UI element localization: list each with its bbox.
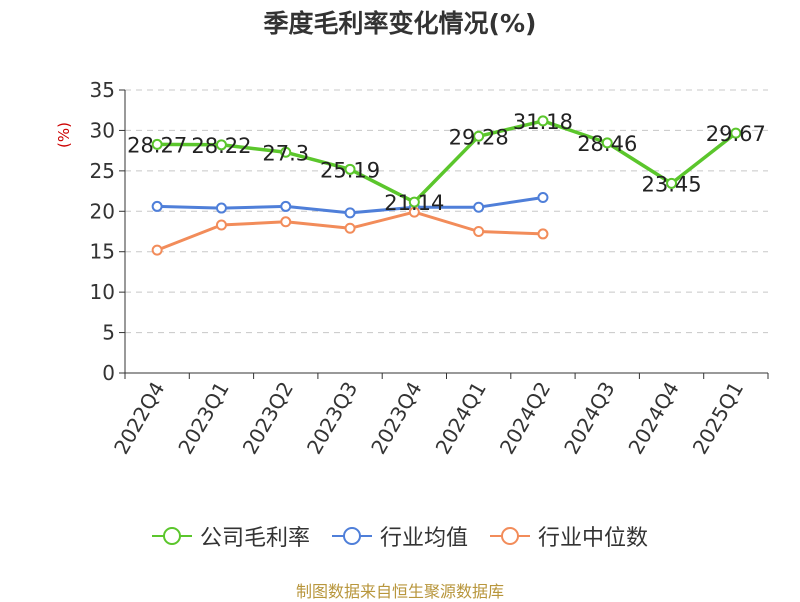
data-label: 28.22 (191, 134, 251, 158)
data-point-0 (730, 127, 742, 139)
data-point-1 (473, 201, 485, 213)
data-point-0 (215, 139, 227, 151)
data-point-2 (408, 206, 420, 218)
series-line-0 (157, 119, 737, 204)
x-tick-label: 2023Q3 (302, 378, 362, 459)
legend-label-industry-median: 行业中位数 (538, 526, 649, 551)
data-point-2 (344, 222, 356, 234)
x-tick-label: 2024Q1 (431, 378, 491, 459)
data-label: 28.27 (127, 133, 187, 157)
data-point-0 (151, 138, 163, 150)
x-tick-label: 2024Q3 (559, 378, 619, 459)
x-tick-label: 2023Q2 (238, 378, 298, 459)
data-label: 27.3 (262, 141, 309, 165)
x-tick-label: 2023Q1 (173, 378, 233, 459)
y-tick-label: 0 (102, 361, 115, 385)
x-tick-label: 2024Q2 (495, 378, 555, 459)
x-tick-label: 2022Q4 (109, 378, 169, 459)
chart-title: 季度毛利率变化情况(%) (263, 9, 537, 38)
legend-label-company: 公司毛利率 (199, 526, 310, 551)
data-point-1 (280, 200, 292, 212)
data-label: 21.14 (384, 191, 444, 215)
legend: 公司毛利率 行业均值 行业中位数 (0, 520, 800, 552)
series-lines (151, 115, 742, 256)
y-tick-label: 20 (90, 199, 115, 223)
data-point-2 (280, 216, 292, 228)
data-point-0 (344, 163, 356, 175)
data-point-1 (151, 200, 163, 212)
data-point-0 (666, 177, 678, 189)
data-label: 28.46 (577, 132, 637, 156)
y-tick-label: 15 (90, 240, 115, 264)
data-point-1 (537, 192, 549, 204)
data-point-1 (344, 207, 356, 219)
y-tick-label: 25 (90, 159, 115, 183)
data-source: 制图数据来自恒生聚源数据库 (295, 582, 504, 601)
y-tick-label: 5 (102, 321, 115, 345)
legend-marker-industry-mean (331, 527, 372, 545)
y-tick-label: 30 (90, 118, 115, 142)
data-label: 31.18 (513, 110, 573, 134)
legend-marker-company (151, 527, 192, 545)
data-label: 25.19 (320, 158, 380, 182)
y-tick-label: 35 (90, 78, 115, 102)
data-label: 29.67 (706, 122, 766, 146)
x-tick-label: 2025Q1 (688, 378, 748, 459)
data-point-0 (601, 137, 613, 149)
data-point-0 (473, 130, 485, 142)
data-point-0 (537, 115, 549, 127)
x-tick-label: 2023Q4 (366, 378, 426, 459)
data-label: 23.45 (641, 172, 701, 196)
data-point-2 (537, 228, 549, 240)
legend-item-industry-mean[interactable]: 行业均值 (331, 520, 468, 552)
y-tick-label: 10 (90, 280, 115, 304)
data-point-2 (473, 226, 485, 237)
legend-label-industry-mean: 行业均值 (379, 526, 468, 551)
data-point-0 (280, 146, 292, 158)
data-point-0 (408, 196, 420, 208)
data-point-1 (215, 202, 227, 214)
data-point-2 (151, 244, 163, 256)
legend-item-company[interactable]: 公司毛利率 (151, 520, 310, 552)
data-point-2 (215, 219, 227, 231)
data-label: 29.28 (449, 125, 509, 149)
x-tick-label: 2024Q4 (623, 378, 683, 459)
legend-marker-industry-median (490, 527, 530, 545)
legend-item-industry-median[interactable]: 行业中位数 (490, 520, 648, 552)
data-labels: 28.27 28.22 27.325.1921.1429.2831.1828.462… (127, 110, 766, 215)
